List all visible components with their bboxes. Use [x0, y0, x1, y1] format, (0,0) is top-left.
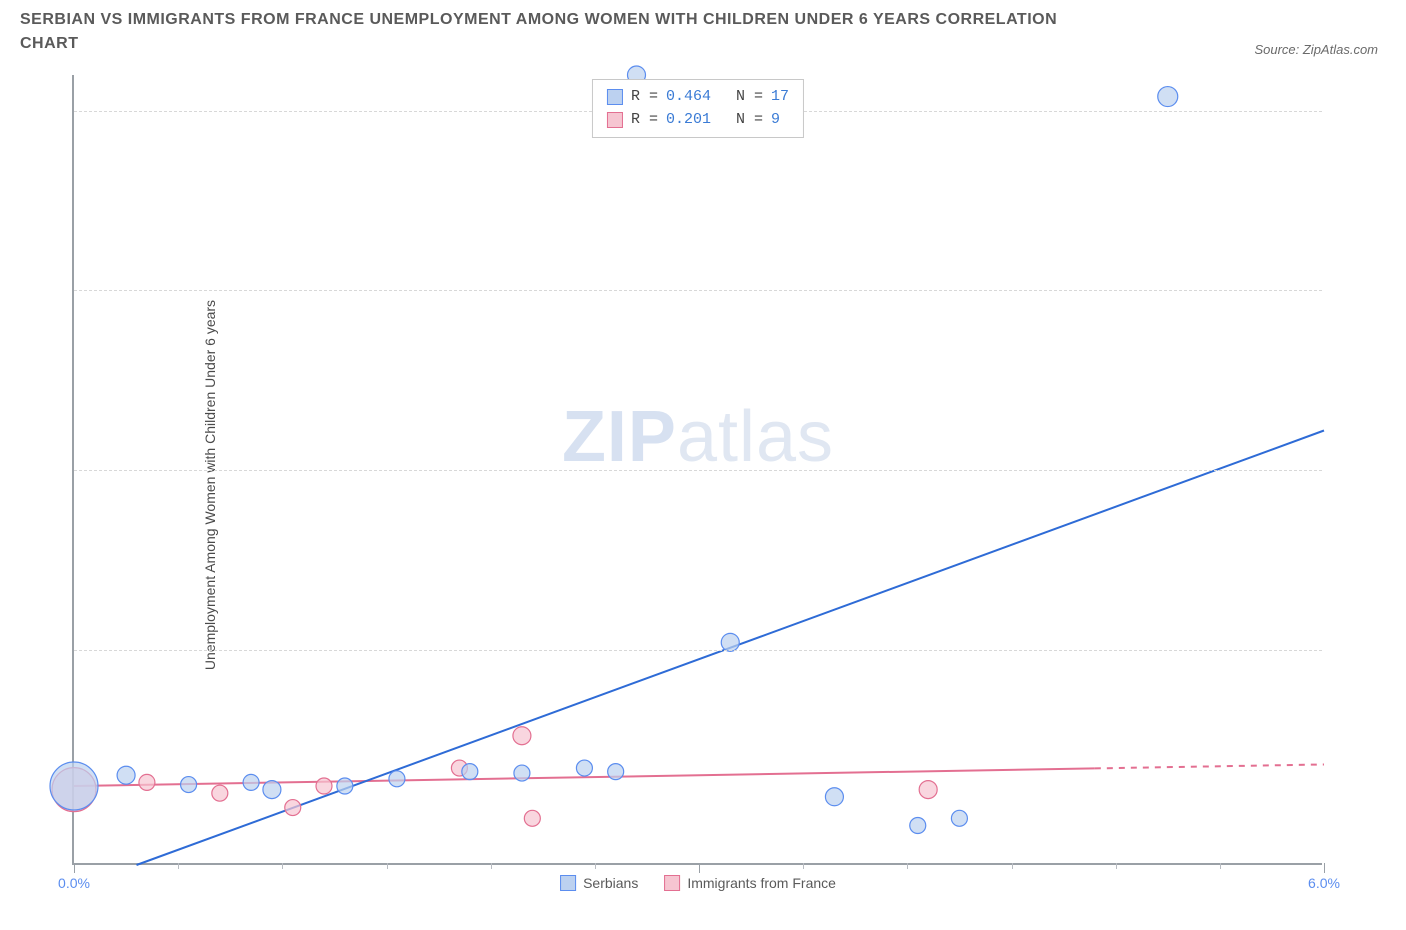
data-point — [514, 765, 530, 781]
x-tick-minor — [907, 863, 908, 869]
x-tick-minor — [178, 863, 179, 869]
r-value-serbians: 0.464 — [666, 86, 711, 109]
x-tick-minor — [282, 863, 283, 869]
x-tick-label: 0.0% — [58, 875, 90, 891]
data-point — [462, 764, 478, 780]
x-tick-major — [699, 863, 700, 873]
data-point — [1158, 87, 1178, 107]
chart-svg — [74, 75, 1322, 863]
data-point — [212, 785, 228, 801]
r-value-france: 0.201 — [666, 109, 711, 132]
france-swatch-icon — [607, 112, 623, 128]
data-point — [337, 778, 353, 794]
chart-title: SERBIAN VS IMMIGRANTS FROM FRANCE UNEMPL… — [20, 8, 1120, 56]
serbians-swatch-icon — [607, 89, 623, 105]
stats-legend: R = 0.464 N = 17 R = 0.201 N = 9 — [592, 79, 804, 138]
legend-item-france: Immigrants from France — [664, 875, 836, 891]
n-value-serbians: 17 — [771, 86, 789, 109]
data-point — [919, 781, 937, 799]
france-swatch-icon — [664, 875, 680, 891]
data-point — [50, 762, 98, 810]
data-point — [139, 774, 155, 790]
n-label: N = — [736, 109, 763, 132]
x-tick-major — [1324, 863, 1325, 873]
legend-label-france: Immigrants from France — [687, 875, 836, 891]
n-label: N = — [736, 86, 763, 109]
data-point — [117, 766, 135, 784]
data-point — [316, 778, 332, 794]
data-point — [951, 810, 967, 826]
trend-line — [1095, 764, 1324, 768]
x-tick-minor — [595, 863, 596, 869]
legend-item-serbians: Serbians — [560, 875, 638, 891]
x-tick-minor — [1220, 863, 1221, 869]
data-point — [524, 810, 540, 826]
source-label: Source: ZipAtlas.com — [1254, 42, 1378, 57]
gridline — [74, 470, 1322, 471]
gridline — [74, 650, 1322, 651]
data-point — [285, 800, 301, 816]
x-tick-minor — [491, 863, 492, 869]
n-value-france: 9 — [771, 109, 780, 132]
data-point — [608, 764, 624, 780]
x-tick-minor — [1116, 863, 1117, 869]
data-point — [243, 774, 259, 790]
data-point — [389, 771, 405, 787]
x-tick-label: 6.0% — [1308, 875, 1340, 891]
serbians-swatch-icon — [560, 875, 576, 891]
legend-label-serbians: Serbians — [583, 875, 638, 891]
data-point — [181, 777, 197, 793]
stats-row-serbians: R = 0.464 N = 17 — [607, 86, 789, 109]
plot-container: Unemployment Among Women with Children U… — [30, 75, 1380, 895]
data-point — [513, 727, 531, 745]
data-point — [576, 760, 592, 776]
data-point — [825, 788, 843, 806]
x-tick-minor — [803, 863, 804, 869]
x-tick-minor — [387, 863, 388, 869]
data-point — [910, 818, 926, 834]
gridline — [74, 290, 1322, 291]
x-tick-major — [74, 863, 75, 873]
plot-area: ZIPatlas R = 0.464 N = 17 R = 0.201 N = … — [72, 75, 1322, 865]
stats-row-france: R = 0.201 N = 9 — [607, 109, 789, 132]
data-point — [263, 781, 281, 799]
series-legend: Serbians Immigrants from France — [560, 875, 836, 891]
r-label: R = — [631, 86, 658, 109]
r-label: R = — [631, 109, 658, 132]
x-tick-minor — [1012, 863, 1013, 869]
